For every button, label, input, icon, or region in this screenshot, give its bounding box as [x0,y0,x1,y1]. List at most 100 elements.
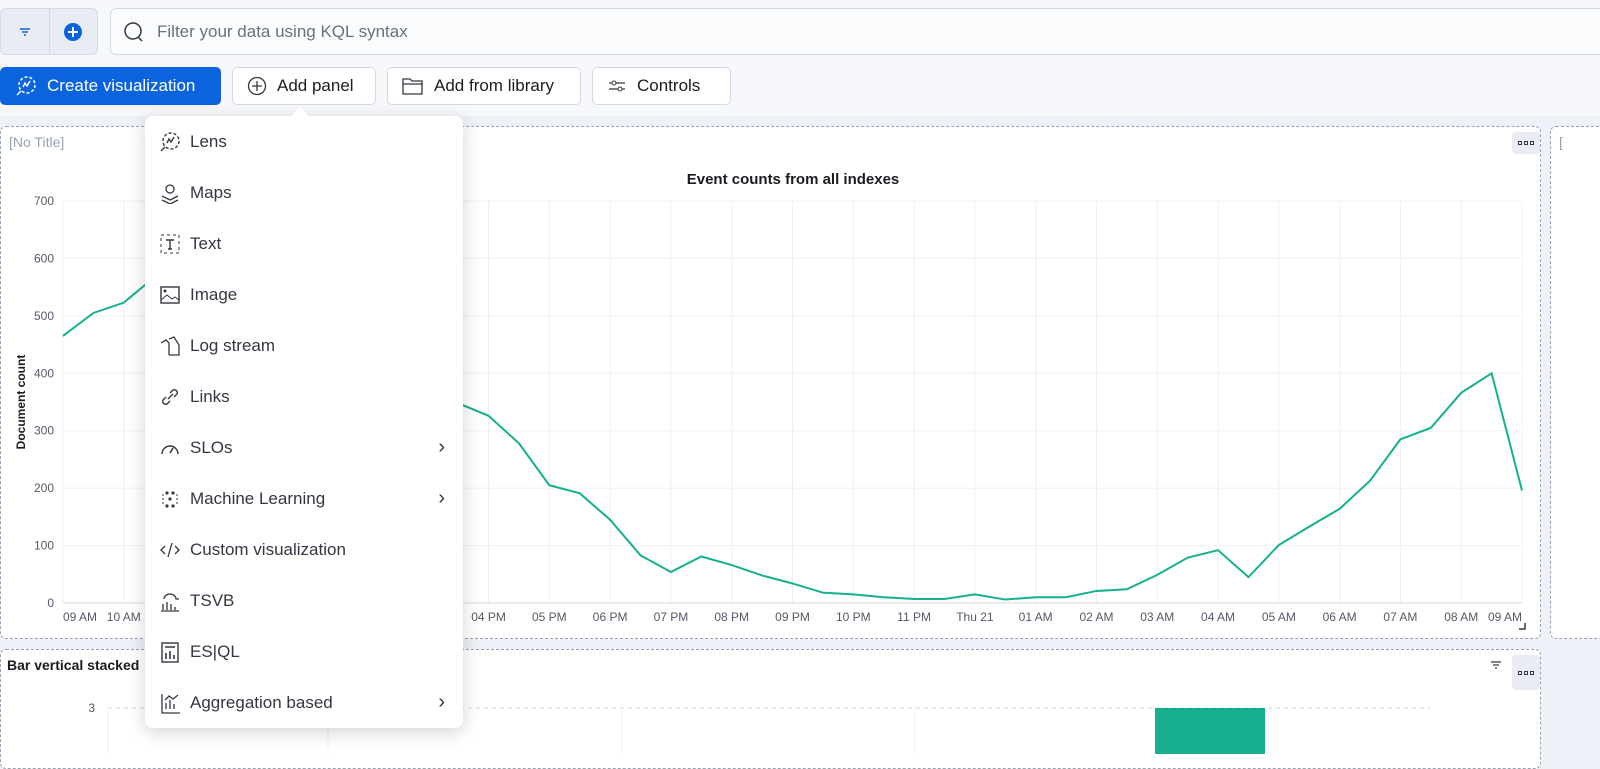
filter-options-button[interactable] [1,9,50,54]
y-tick-label: 700 [34,194,54,208]
x-tick-label: 03 AM [1140,610,1174,624]
menu-item-image[interactable]: Image [145,269,463,320]
y-tick-label: 400 [34,366,54,380]
partial-panel: [ [1550,126,1600,639]
panel-options-button[interactable] [1512,132,1540,154]
menu-item-machine-learning[interactable]: Machine Learning › [145,473,463,524]
x-tick-label: 05 AM [1262,610,1296,624]
controls-label: Controls [637,76,701,95]
x-tick-label: 05 PM [532,610,567,624]
menu-item-label: Machine Learning [190,488,326,508]
menu-item-label: Maps [190,182,232,202]
series-line [62,276,1523,601]
add-panel-menu: Lens Maps Text Image Log stream Links SLOs › Mac… [145,107,463,728]
x-tick-label: 08 PM [714,610,749,624]
panel-title: [No Title] [9,134,65,150]
menu-item-log-stream[interactable]: Log stream [145,320,463,371]
kql-search-input[interactable]: Filter your data using KQL syntax [110,8,1600,55]
x-tick-label: 04 AM [1201,610,1235,624]
add-from-library-button[interactable]: Add from library [387,67,581,105]
y-tick-label: 3 [88,701,95,715]
tsvb-icon [161,592,179,612]
image-icon [160,285,180,304]
menu-item-maps[interactable]: Maps [145,167,463,218]
top-bar: Filter your data using KQL syntax Create… [0,0,1600,116]
controls-icon [609,80,625,92]
text-icon [160,234,180,253]
log-stream-icon [160,335,180,356]
menu-item-es-ql[interactable]: ES|QL [145,626,463,677]
chevron-right-icon: › [438,691,445,713]
x-tick-label: 10 PM [836,610,871,624]
ml-icon [162,490,178,508]
panel-title: Bar vertical stacked [7,657,140,673]
menu-item-tsvb[interactable]: TSVB [145,575,463,626]
chevron-right-icon: › [438,436,445,458]
menu-item-label: Custom visualization [190,539,346,559]
x-tick-label: 07 PM [654,610,689,624]
panel-options-button[interactable] [1512,655,1540,690]
menu-item-label: Image [190,284,238,304]
y-axis-label: Document count [14,355,28,450]
menu-item-label: Lens [190,131,227,151]
add-panel-button[interactable]: Add panel [232,67,376,105]
x-tick-label: 11 PM [897,610,931,624]
menu-item-label: SLOs [190,437,233,457]
aggregation-icon [161,693,180,714]
folder-icon [402,78,423,95]
y-tick-label: 100 [34,539,54,553]
menu-item-text[interactable]: Text [145,218,463,269]
menu-item-label: TSVB [190,590,235,610]
code-icon [160,542,180,557]
menu-item-lens[interactable]: Lens [145,116,463,167]
resize-handle-icon[interactable] [1519,623,1526,630]
x-tick-label: Thu 21 [956,610,994,624]
esql-icon [161,641,179,663]
chart-title: Event counts from all indexes [686,171,900,188]
gauge-icon [161,444,179,454]
y-tick-label: 500 [34,309,54,323]
menu-item-custom-visualization[interactable]: Custom visualization [145,524,463,575]
menu-item-label: Text [190,233,222,253]
lens-icon [160,131,180,151]
x-tick-label: 09 AM [1488,610,1522,624]
x-tick-label: 04 PM [471,610,506,624]
menu-item-links[interactable]: Links [145,371,463,422]
panel-title: [ [1559,134,1563,150]
y-tick-label: 0 [47,596,54,610]
x-tick-label: 09 AM [63,610,97,624]
filter-icon [19,27,30,36]
y-tick-label: 300 [34,424,54,438]
x-tick-label: 08 AM [1444,610,1478,624]
plus-circle-icon [64,22,83,41]
add-from-library-label: Add from library [434,76,554,95]
lens-icon [16,76,36,96]
y-tick-label: 600 [34,251,54,265]
y-tick-label: 200 [34,481,54,495]
x-tick-label: 02 AM [1079,610,1113,624]
x-tick-label: 01 AM [1019,610,1053,624]
x-tick-label: 07 AM [1383,610,1417,624]
x-tick-label: 06 PM [593,610,628,624]
add-panel-label: Add panel [277,76,354,95]
menu-item-label: Log stream [190,335,276,355]
plus-circle-icon [247,76,267,96]
menu-item-label: Aggregation based [190,692,333,712]
controls-button[interactable]: Controls [592,67,731,105]
menu-item-label: ES|QL [190,641,240,661]
create-visualization-button[interactable]: Create visualization [0,67,221,105]
chevron-right-icon: › [438,487,445,509]
search-icon [124,21,143,42]
menu-item-slos[interactable]: SLOs › [145,422,463,473]
menu-item-aggregation-based[interactable]: Aggregation based › [145,677,463,728]
menu-item-label: Links [190,386,230,406]
x-tick-label: 10 AM [107,610,141,624]
x-tick-label: 06 AM [1323,610,1357,624]
add-filter-button[interactable] [50,9,98,54]
bar [1155,708,1265,754]
search-placeholder: Filter your data using KQL syntax [157,21,408,41]
filter-icon [1491,661,1501,669]
filter-button-group [0,8,98,55]
create-visualization-label: Create visualization [47,76,196,95]
